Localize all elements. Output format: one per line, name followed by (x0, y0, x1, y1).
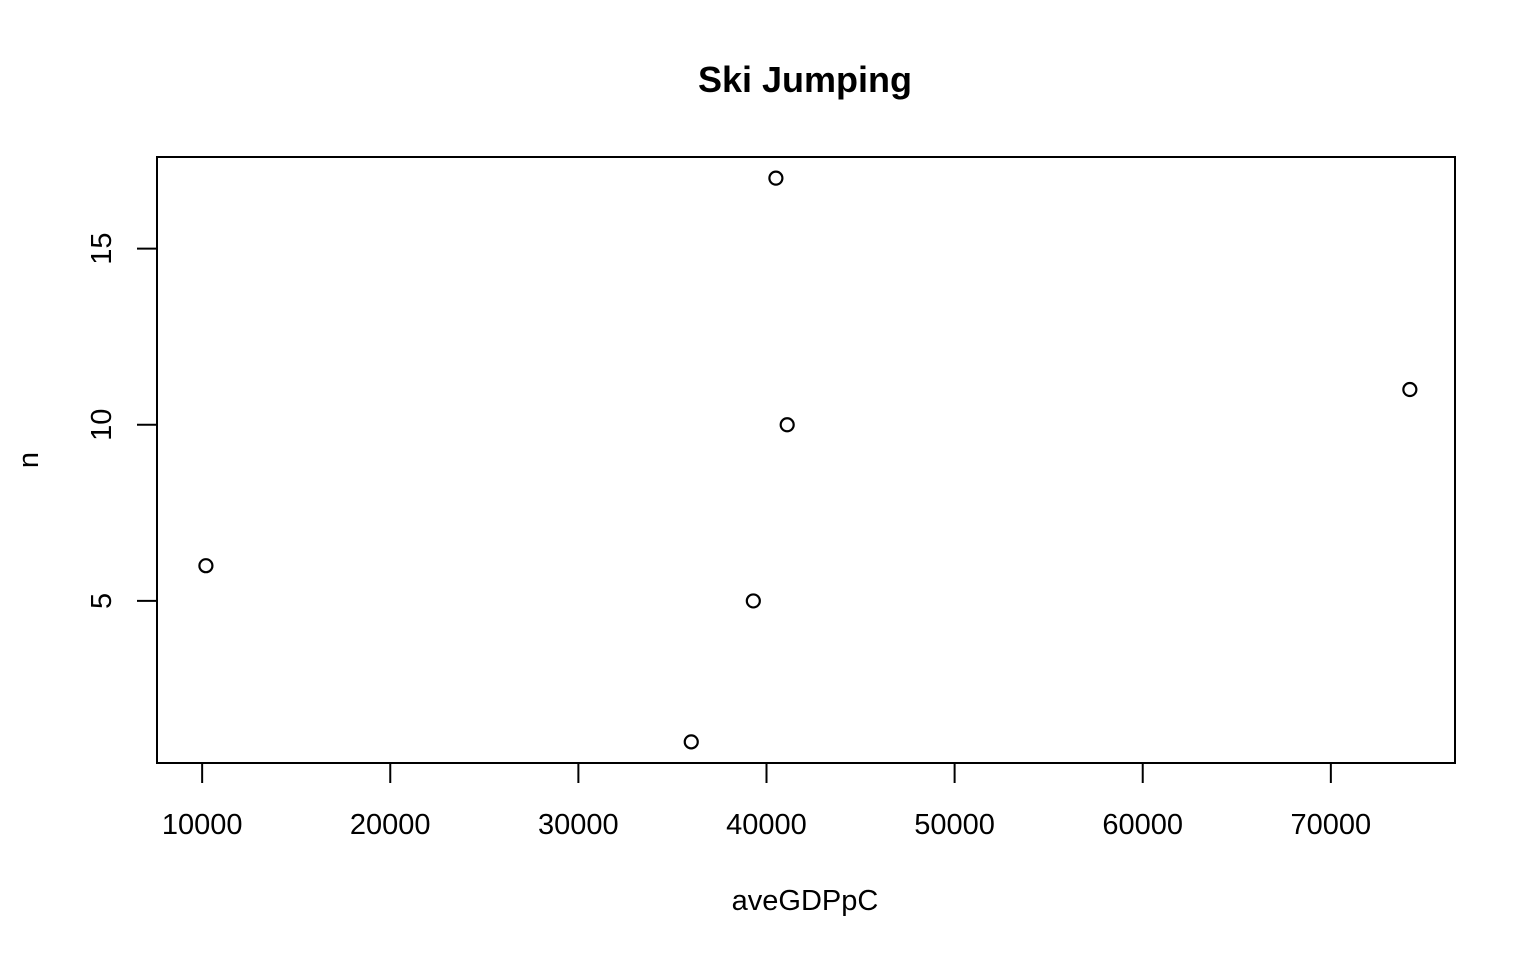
y-axis: 5 10 15 (86, 232, 158, 609)
x-tick-label: 30000 (538, 809, 619, 841)
chart-title: Ski Jumping (698, 59, 912, 100)
y-tick-label: 5 (86, 593, 118, 609)
x-tick-label: 50000 (914, 809, 995, 841)
y-axis-label: n (13, 452, 45, 468)
data-point (745, 593, 761, 609)
x-axis-label: aveGDPpC (732, 885, 879, 917)
x-tick-label: 60000 (1102, 809, 1183, 841)
x-tick-label: 10000 (162, 809, 243, 841)
x-tick-label: 70000 (1291, 809, 1372, 841)
x-tick-label: 40000 (726, 809, 807, 841)
data-point (1402, 381, 1418, 398)
data-point (683, 734, 699, 750)
plot-frame (156, 156, 1456, 764)
x-axis: 10000 20000 30000 40000 50000 60000 70000 (162, 762, 1372, 841)
data-point (768, 170, 784, 186)
data-points (198, 170, 1418, 750)
data-point (198, 558, 214, 574)
x-tick-label: 20000 (350, 809, 431, 841)
y-tick-label: 15 (86, 232, 118, 264)
data-point (779, 417, 795, 433)
y-tick-label: 10 (86, 409, 118, 441)
